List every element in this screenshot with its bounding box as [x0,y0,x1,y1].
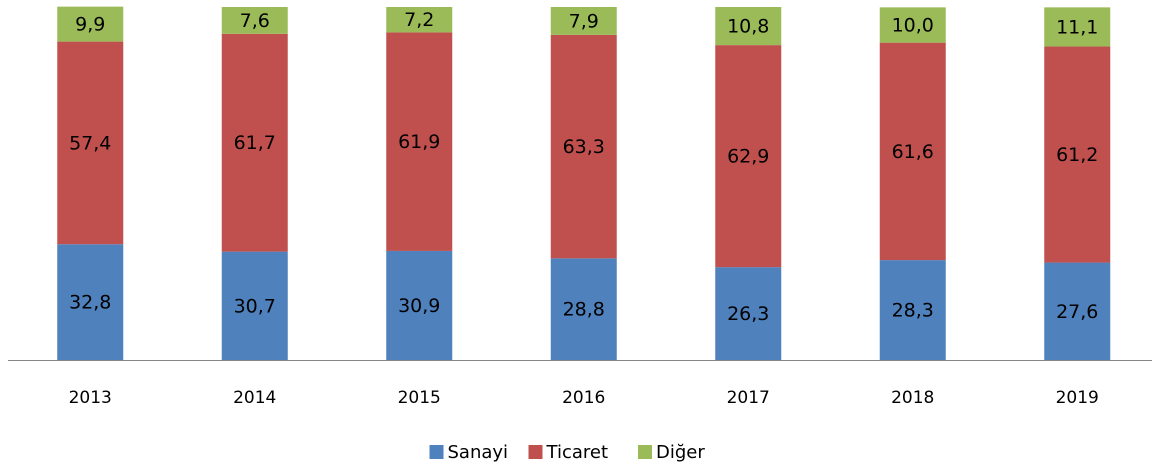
bar-segment [879,260,946,360]
x-tick-label: 2017 [727,388,770,408]
bar-segment [1044,7,1111,47]
bar-segment [550,34,617,259]
x-tick-label: 2016 [562,388,605,408]
data-label: 10,8 [727,16,769,38]
bar-segment [57,6,124,42]
data-label: 10,0 [892,15,934,37]
legend-swatch [528,445,543,459]
data-label: 11,1 [1056,16,1098,38]
data-label: 61,7 [234,132,276,154]
bar-segment [715,267,782,360]
x-tick-label: 2019 [1056,388,1099,408]
bar-segment [550,7,617,35]
legend-swatch [429,445,444,459]
bar-segment [221,7,288,34]
data-label: 7,2 [404,9,434,31]
bar-segment [386,32,453,251]
data-label: 63,3 [563,136,605,158]
x-tick-label: 2018 [891,388,934,408]
x-tick-label: 2013 [69,388,112,408]
bar-segment [386,7,453,33]
data-label: 61,9 [398,131,440,153]
bar-segment [1044,262,1111,360]
bar-segment [57,41,124,245]
data-label: 30,7 [234,295,276,317]
x-tick-label: 2015 [398,388,441,408]
bar-segment [386,250,453,360]
data-label: 28,8 [563,299,605,321]
data-label: 57,4 [69,132,111,154]
data-label: 32,8 [69,292,111,314]
x-tick-label: 2014 [233,388,276,408]
legend-label: Ticaret [546,442,609,463]
data-label: 9,9 [75,14,105,36]
legend-swatch [638,445,652,459]
bar-segment [221,251,288,360]
bar-segment [550,258,617,360]
data-label: 28,3 [892,300,934,322]
data-label: 61,6 [892,141,934,163]
data-label: 27,6 [1056,301,1098,323]
bar-segment [879,7,946,43]
legend-label: Sanayi [448,442,509,463]
data-label: 62,9 [727,146,769,168]
legend-label: Diğer [656,442,705,463]
bar-segment [715,7,782,46]
bar-segment [57,244,124,360]
data-label: 26,3 [727,303,769,325]
data-label: 30,9 [398,295,440,317]
data-label: 61,2 [1056,144,1098,166]
data-label: 7,6 [240,10,270,32]
bar-segment [715,45,782,268]
data-label: 7,9 [569,10,599,32]
bar-segment [221,33,288,252]
bar-segment [879,42,946,261]
bar-segment [1044,46,1111,263]
